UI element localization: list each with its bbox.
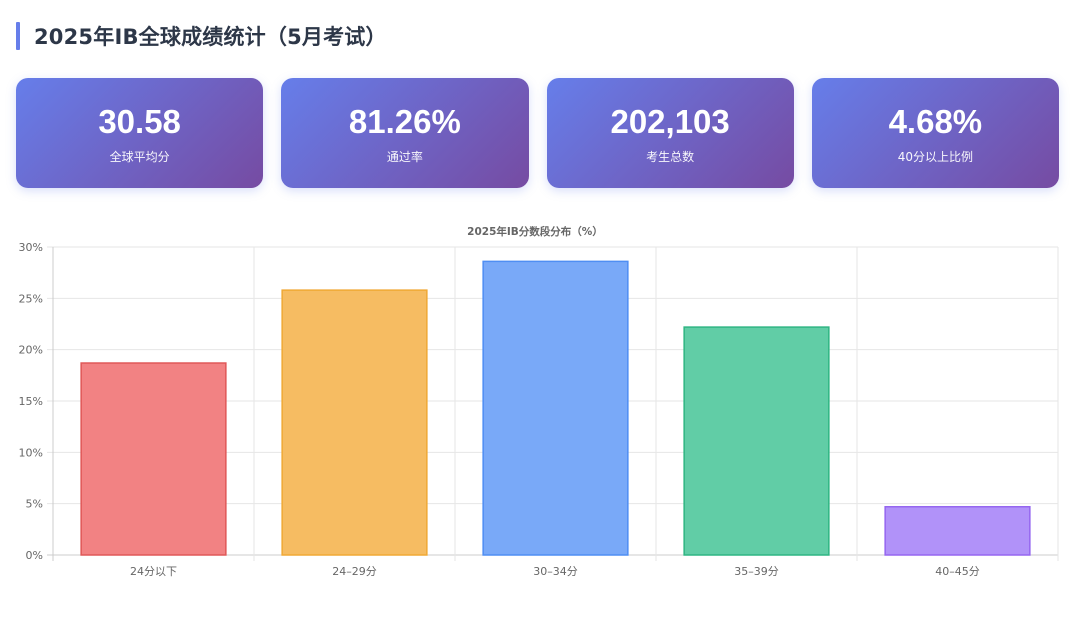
chart-bars [80,260,1031,556]
y-tick-label: 30% [19,241,43,254]
stat-value: 4.68% [888,102,983,140]
stat-card-total-candidates: 202,103 考生总数 [546,78,794,188]
y-tick-label: 0% [26,549,43,562]
header-accent-bar [16,22,20,50]
x-tick-label: 40–45分 [935,565,980,578]
y-tick-label: 15% [19,395,43,408]
stat-label: 全球平均分 [109,149,170,164]
stat-card-pass-rate: 81.26% 通过率 [281,78,529,188]
page-title: 2025年IB全球成绩统计（5月考试） [34,25,387,49]
x-tick-label: 35–39分 [734,565,779,578]
y-tick-label: 10% [19,446,43,459]
page-header: 2025年IB全球成绩统计（5月考试） [16,22,387,50]
stat-label: 40分以上比例 [897,149,974,164]
bar-3 [482,260,629,556]
stat-value: 202,103 [610,102,730,140]
bar-5 [884,505,1031,556]
bar-4 [683,326,830,556]
stat-card-average: 30.58 全球平均分 [16,78,264,188]
chart-axes: 0% 5% 10% 15% 20% 25% 30% 24分以下 24–29分 30–34分 35–3… [19,241,980,578]
distribution-chart: 2025年IB分数段分布（%） 0% 5% 10% 15% 20% 25% 30% 24分以下… [0,218,1080,588]
stat-value: 30.58 [98,102,181,140]
stat-label: 考生总数 [646,149,695,164]
y-tick-label: 25% [19,292,43,305]
y-tick-label: 20% [19,344,43,357]
chart-title: 2025年IB分数段分布（%） [467,225,603,238]
x-tick-label: 24分以下 [130,565,177,578]
bar-1 [80,362,227,556]
chart-svg: 2025年IB分数段分布（%） 0% 5% 10% 15% 20% 25% 30% 24分以下… [19,225,1059,578]
stat-value: 81.26% [348,102,461,140]
stat-label: 通过率 [386,149,423,164]
stat-cards: 30.58 全球平均分 81.26% 通过率 202,103 考生总数 4.68… [16,78,1059,188]
y-tick-label: 5% [26,498,43,511]
bar-2 [281,289,428,556]
x-tick-label: 30–34分 [533,565,578,578]
x-tick-label: 24–29分 [332,565,377,578]
stat-card-40-plus: 4.68% 40分以上比例 [811,78,1059,188]
